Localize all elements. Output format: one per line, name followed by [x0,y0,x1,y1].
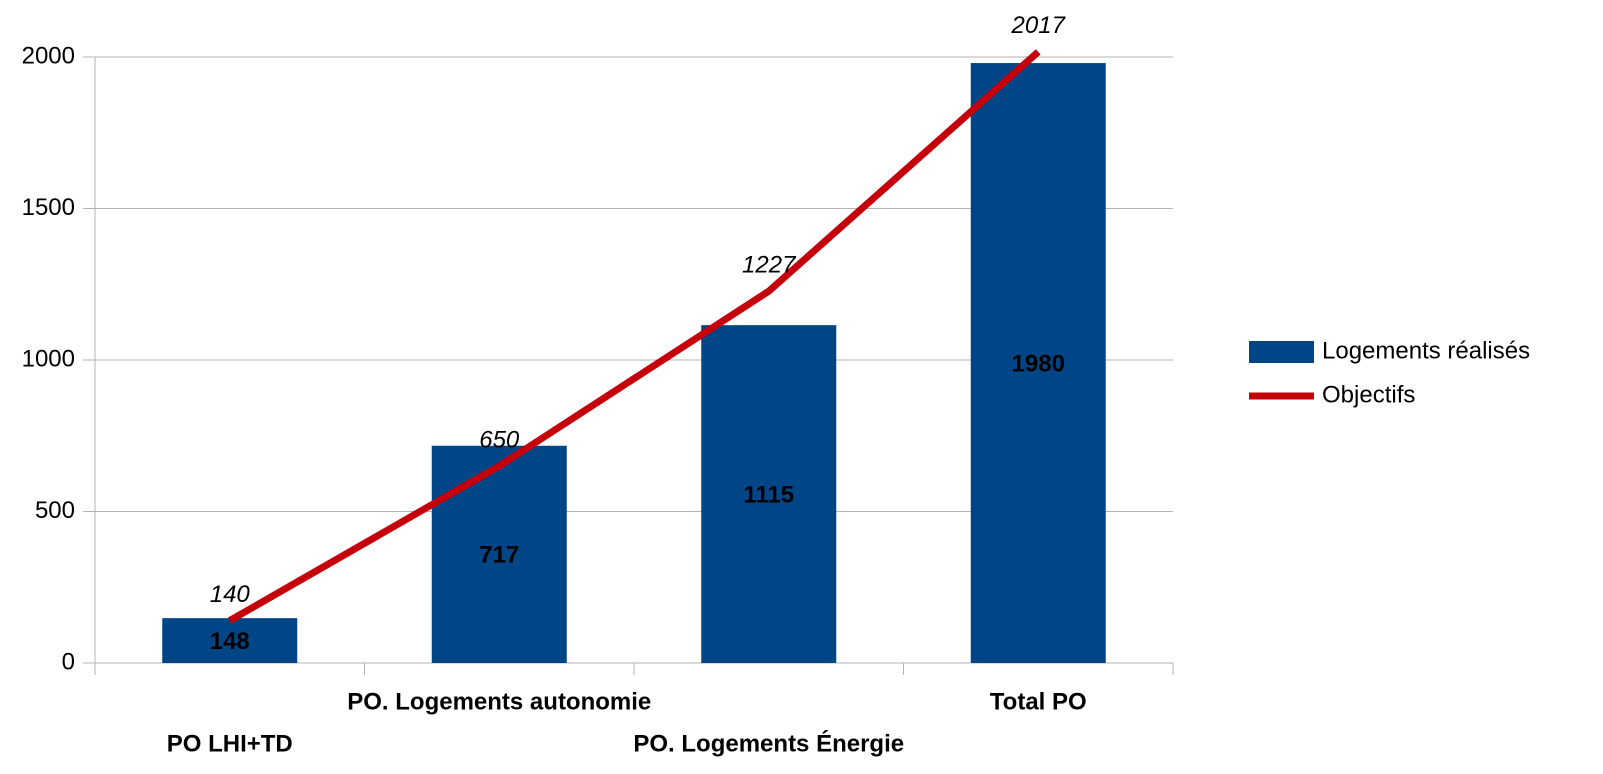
line-value-label: 2017 [1011,12,1067,39]
y-tick-label: 1500 [22,194,75,221]
legend-label: Logements réalisés [1322,337,1530,364]
y-tick-label: 500 [35,497,75,524]
x-tick-label: PO. Logements Énergie [633,729,904,757]
x-tick-label: Total PO [990,688,1087,715]
y-tick-label: 1000 [22,345,75,372]
bar [970,63,1106,664]
bar-value-label: 148 [210,628,250,655]
bar-value-label: 1115 [743,481,794,508]
bar [431,445,567,663]
legend-swatch [1249,341,1314,363]
bar-value-label: 717 [479,542,519,569]
bar-value-label: 1980 [1012,350,1065,377]
y-tick-label: 2000 [22,42,75,69]
bar [162,618,298,663]
legend-label: Objectifs [1322,381,1415,408]
line-value-label: 650 [479,426,520,453]
y-tick-label: 0 [62,648,75,675]
x-tick-label: PO. Logements autonomie [347,688,651,715]
x-tick-label: PO LHI+TD [167,730,293,757]
line [228,49,1041,624]
line-value-label: 1227 [742,252,797,279]
line-value-label: 140 [210,581,251,608]
bar [701,325,837,663]
